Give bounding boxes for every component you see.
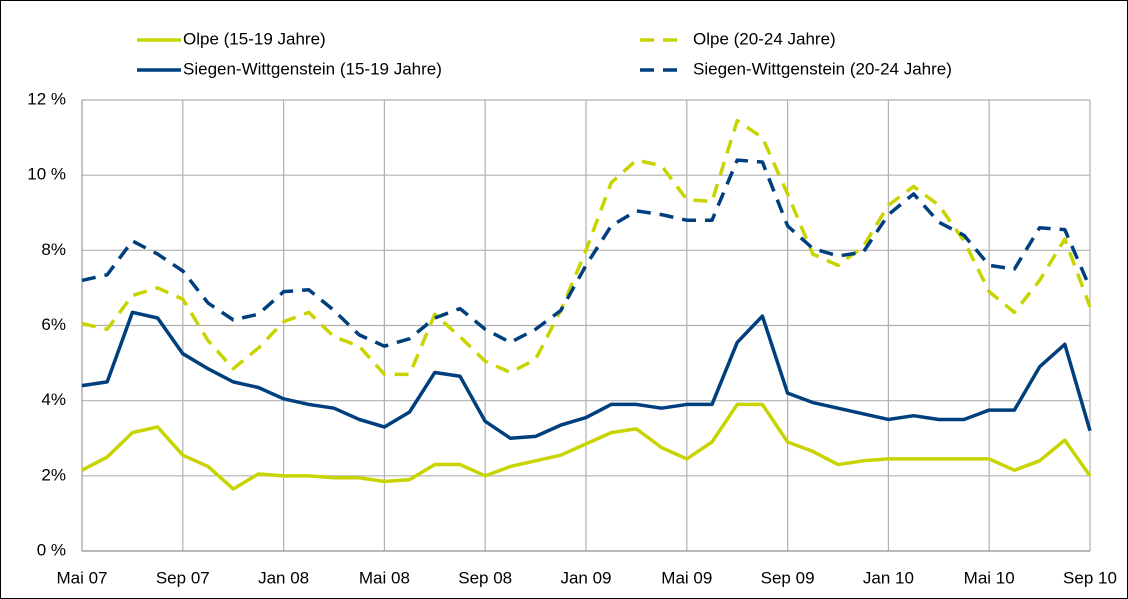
legend-label: Siegen-Wittgenstein (20-24 Jahre) xyxy=(693,59,952,78)
legend-label: Siegen-Wittgenstein (15-19 Jahre) xyxy=(183,59,442,78)
x-tick-label: Mai 10 xyxy=(964,568,1015,587)
y-tick-label: 6% xyxy=(41,315,66,334)
x-tick-label: Jan 10 xyxy=(863,568,914,587)
x-tick-label: Sep 10 xyxy=(1063,568,1117,587)
series-line xyxy=(81,158,1092,348)
series-line xyxy=(81,118,1092,377)
y-tick-label: 4% xyxy=(41,390,66,409)
y-tick-label: 0 % xyxy=(37,540,66,559)
series-line xyxy=(81,310,1092,440)
legend-label: Olpe (20-24 Jahre) xyxy=(693,29,836,48)
x-tick-label: Sep 09 xyxy=(761,568,815,587)
x-tick-label: Sep 08 xyxy=(458,568,512,587)
y-tick-label: 2% xyxy=(41,465,66,484)
y-tick-label: 10 % xyxy=(27,165,66,184)
x-tick-label: Mai 08 xyxy=(359,568,410,587)
x-tick-label: Sep 07 xyxy=(156,568,210,587)
x-tick-label: Mai 09 xyxy=(661,568,712,587)
y-tick-label: 8% xyxy=(41,240,66,259)
x-tick-label: Jan 08 xyxy=(258,568,309,587)
x-tick-label: Jan 09 xyxy=(560,568,611,587)
legend-label: Olpe (15-19 Jahre) xyxy=(183,29,326,48)
x-tick-label: Mai 07 xyxy=(56,568,107,587)
series-line xyxy=(81,402,1092,491)
y-tick-label: 12 % xyxy=(27,89,66,108)
